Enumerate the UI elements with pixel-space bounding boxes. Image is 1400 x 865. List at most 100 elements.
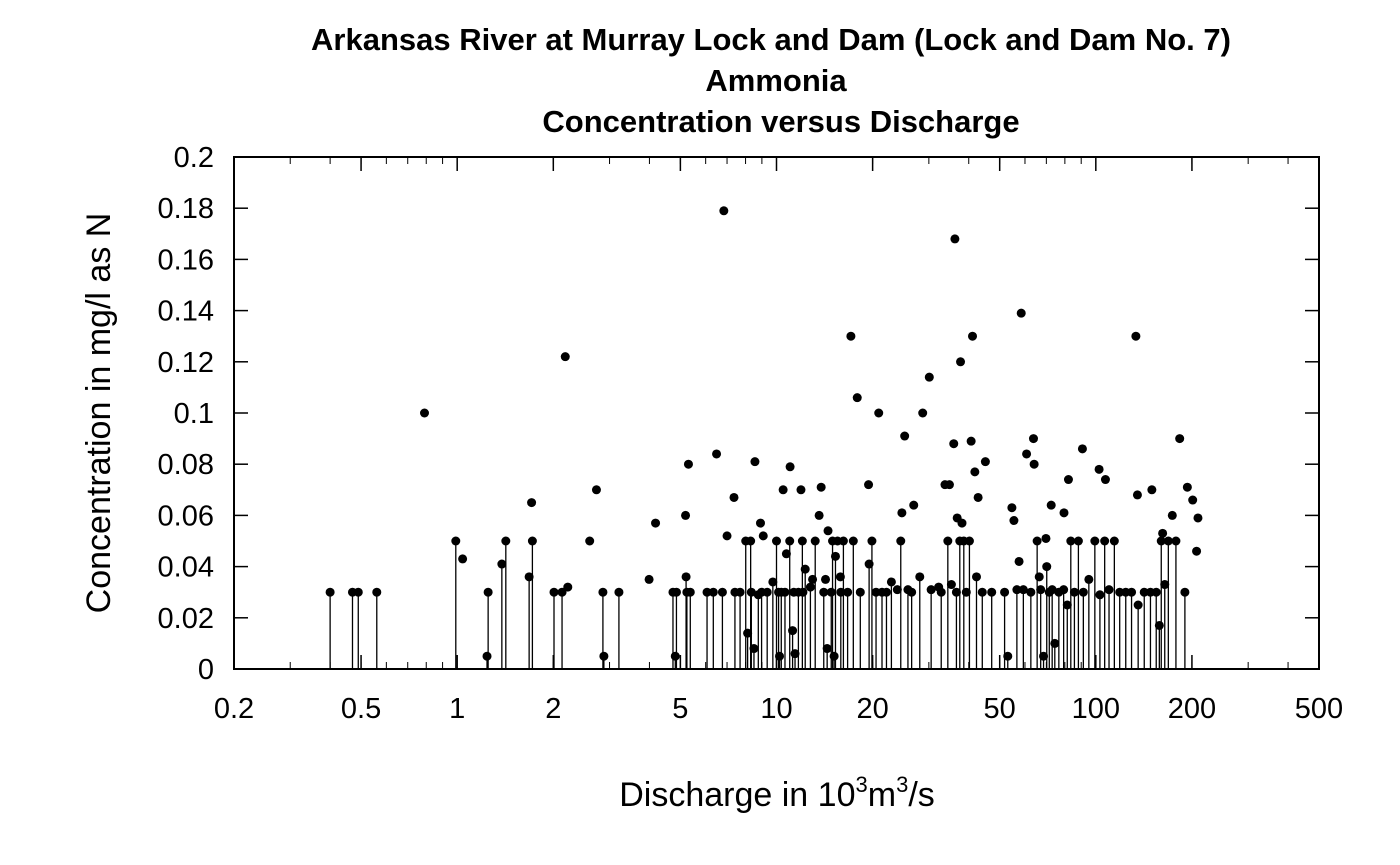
data-point	[852, 393, 862, 403]
data-point	[874, 408, 884, 418]
data-point	[683, 459, 693, 469]
censored-point	[1100, 536, 1110, 546]
censored-point	[614, 587, 624, 597]
censored-point	[886, 577, 896, 587]
title-line-2: Ammonia	[705, 63, 847, 98]
y-axis-label: Concentration in mg/l as N	[80, 213, 118, 614]
data-point	[1034, 572, 1044, 582]
x-tick-label: 20	[856, 693, 888, 725]
censored-point	[775, 651, 785, 661]
x-axis-label-per-second: /s	[908, 776, 934, 814]
data-point	[778, 485, 788, 495]
data-point	[950, 234, 960, 244]
points-layer	[325, 206, 1203, 661]
censored-point	[681, 572, 691, 582]
data-point	[823, 526, 833, 536]
data-point	[420, 408, 430, 418]
censored-point	[743, 628, 753, 638]
data-point	[1147, 485, 1157, 495]
censored-point	[1059, 585, 1069, 595]
censored-point	[1000, 587, 1010, 597]
censored-point	[1073, 536, 1083, 546]
censored-point	[855, 587, 865, 597]
censored-point	[708, 587, 718, 597]
data-point	[1041, 533, 1051, 543]
data-point	[961, 587, 971, 597]
censored-point	[826, 587, 836, 597]
data-point	[758, 531, 768, 541]
data-point	[821, 574, 831, 584]
censored-point	[1090, 536, 1100, 546]
data-point	[814, 510, 824, 520]
censored-point	[843, 587, 853, 597]
censored-point	[746, 587, 756, 597]
data-point	[750, 457, 760, 467]
data-point	[846, 331, 856, 341]
censored-point	[1154, 620, 1164, 630]
data-point	[585, 536, 595, 546]
data-point	[1059, 508, 1069, 518]
data-point	[1188, 495, 1198, 505]
y-tick-label: 0.18	[158, 193, 214, 225]
censored-point	[1180, 587, 1190, 597]
data-point	[1192, 546, 1202, 556]
censored-point	[702, 587, 712, 597]
x-tick-label: 2	[545, 693, 561, 725]
censored-point	[785, 536, 795, 546]
y-tick-label: 0.06	[158, 500, 214, 532]
censored-point	[829, 651, 839, 661]
censored-point	[1133, 600, 1143, 610]
censored-point	[549, 587, 559, 597]
data-point	[1016, 308, 1026, 318]
x-tick-label: 1	[449, 693, 465, 725]
data-point	[909, 500, 919, 510]
censored-point	[735, 587, 745, 597]
data-point	[527, 498, 537, 508]
x-axis-label-text: Discharge in 10	[619, 776, 855, 814]
censored-point	[951, 587, 961, 597]
data-point	[560, 352, 570, 362]
censored-point	[482, 651, 492, 661]
data-point	[918, 408, 928, 418]
censored-point	[1003, 651, 1013, 661]
data-point	[798, 587, 808, 597]
censored-point	[557, 587, 567, 597]
data-point	[1100, 475, 1110, 485]
data-point	[1014, 556, 1024, 566]
censored-point	[1036, 585, 1046, 595]
censored-point	[1042, 562, 1052, 572]
censored-point	[527, 536, 537, 546]
censored-point	[670, 651, 680, 661]
y-tick-label: 0.14	[158, 296, 214, 328]
data-point	[789, 587, 799, 597]
censored-point	[524, 572, 534, 582]
censored-point	[790, 649, 800, 659]
data-point	[956, 357, 966, 367]
y-tick-label: 0.02	[158, 603, 214, 635]
data-point	[681, 510, 691, 520]
data-point	[1077, 444, 1087, 454]
censored-point	[1127, 587, 1137, 597]
data-point	[1022, 449, 1032, 459]
censored-point	[836, 587, 846, 597]
x-axis-label-exponent-2: 3	[896, 772, 908, 797]
censored-point	[1018, 585, 1028, 595]
censored-point	[987, 587, 997, 597]
censored-point	[830, 551, 840, 561]
data-point	[944, 480, 954, 490]
data-point	[1167, 510, 1177, 520]
censored-point	[1156, 536, 1166, 546]
data-point	[970, 467, 980, 477]
censored-point	[483, 587, 493, 597]
censored-point	[1050, 638, 1060, 648]
censored-point	[353, 587, 363, 597]
data-point	[1029, 459, 1039, 469]
x-tick-label: 100	[1072, 693, 1120, 725]
data-point	[719, 206, 729, 216]
censored-point	[599, 651, 609, 661]
x-tick-label: 5	[672, 693, 688, 725]
y-tick-label: 0.04	[158, 552, 214, 584]
data-point	[1131, 331, 1141, 341]
censored-point	[1095, 590, 1105, 600]
data-point	[591, 485, 601, 495]
